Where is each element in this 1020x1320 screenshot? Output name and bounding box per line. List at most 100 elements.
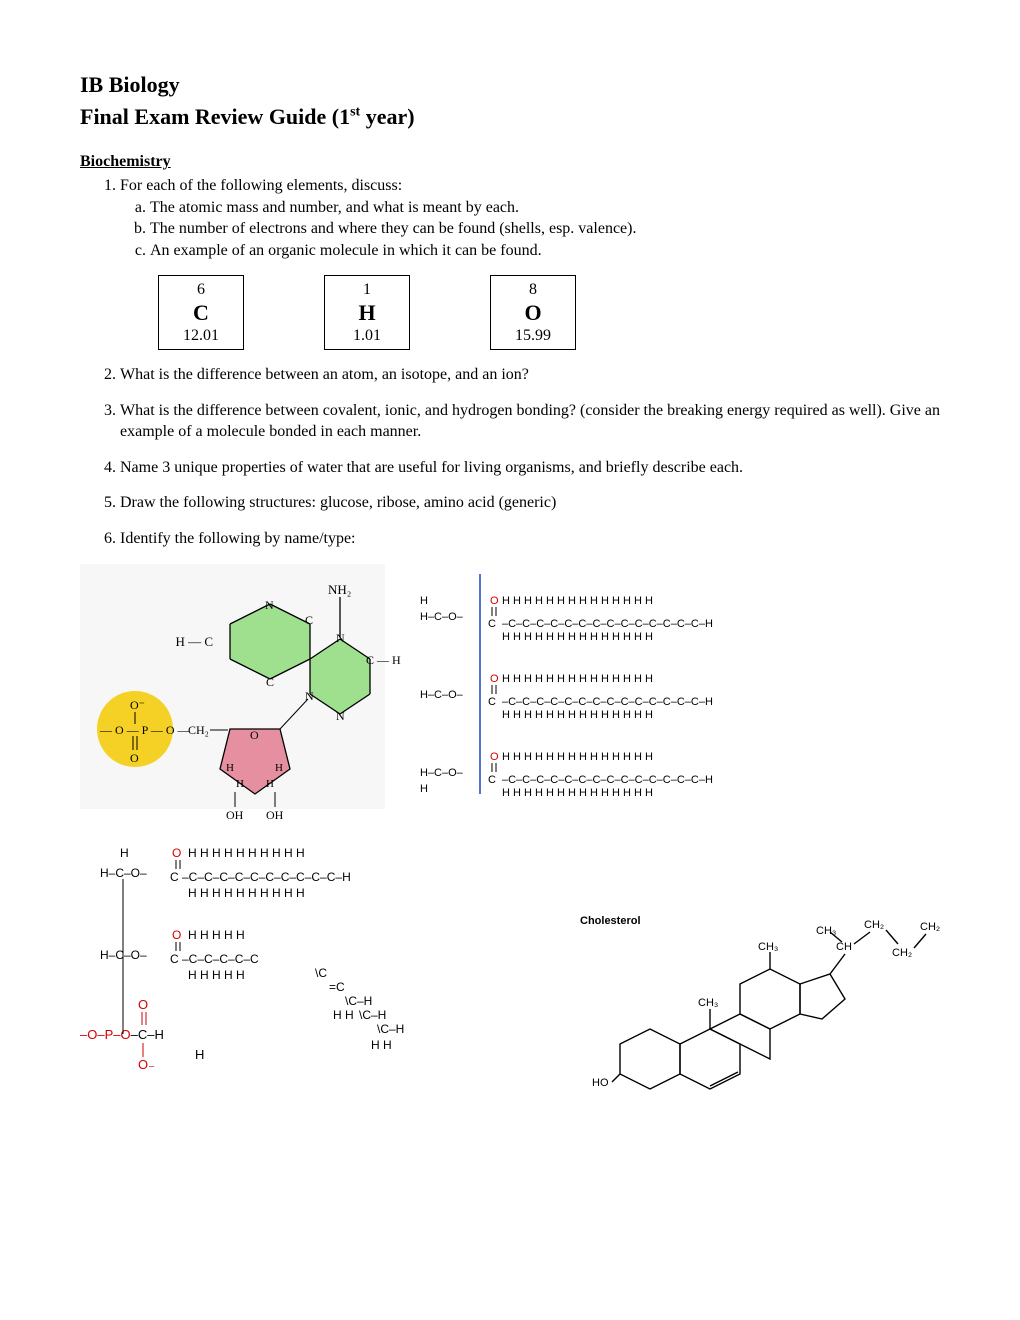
element-symbol: H [325, 300, 409, 326]
svg-text:N: N [336, 631, 345, 645]
svg-text:H H H H H H H H H H H H H H: H H H H H H H H H H H H H H [502, 787, 653, 799]
element-symbol: O [491, 300, 575, 326]
svg-text:O: O [172, 846, 181, 860]
svg-text:–C–C–C–C–C–C–C–C–C–C–C–C–C–C–H: –C–C–C–C–C–C–C–C–C–C–C–C–C–C–H [502, 618, 713, 630]
element-boxes: 6 C 12.01 1 H 1.01 8 O 15.99 [158, 275, 940, 350]
q1c: An example of an organic molecule in whi… [150, 240, 940, 262]
svg-text:H H H H H H H H H H: H H H H H H H H H H [188, 886, 305, 900]
subtitle-post: year) [360, 104, 414, 129]
svg-text:CH₂: CH₂ [864, 919, 884, 931]
svg-text:O: O [138, 997, 148, 1012]
element-box-h: 1 H 1.01 [324, 275, 410, 350]
element-symbol: C [159, 300, 243, 326]
svg-text:O₋: O₋ [138, 1057, 155, 1072]
svg-text:O: O [490, 673, 499, 685]
q1a: The atomic mass and number, and what is … [150, 197, 940, 219]
svg-text:H–C–O–: H–C–O– [420, 689, 464, 701]
svg-text:Cholesterol: Cholesterol [580, 915, 641, 927]
svg-text:CH₂: CH₂ [892, 947, 912, 959]
question-1: For each of the following elements, disc… [120, 175, 940, 350]
nucleotide-diagram: NH₂ H — C N C N C — H N C N O H H H H OH… [80, 564, 401, 822]
svg-text:H–C–O–: H–C–O– [100, 866, 147, 880]
diagram-area: NH₂ H — C N C N C — H N C N O H H H H OH… [80, 564, 940, 1124]
svg-text:H: H [420, 595, 428, 607]
molecular-diagrams: NH₂ H — C N C N C — H N C N O H H H H OH… [80, 564, 940, 1124]
svg-text:O: O [490, 595, 499, 607]
svg-text:C: C [488, 774, 496, 786]
q1-text: For each of the following elements, disc… [120, 177, 402, 194]
svg-text:H: H [420, 783, 428, 795]
svg-text:H H H H H H H H H H H H H H: H H H H H H H H H H H H H H [502, 631, 653, 643]
svg-text:NH₂: NH₂ [328, 582, 351, 597]
svg-text:O⁻: O⁻ [130, 698, 145, 712]
svg-text:CH₃: CH₃ [698, 997, 718, 1009]
svg-text:H–C–O–: H–C–O– [420, 611, 464, 623]
question-list: For each of the following elements, disc… [120, 175, 940, 550]
svg-text:OH: OH [226, 808, 244, 822]
phospholipid-diagram: H H–C–O– O C H H H H H H H H H H –C–C–C–… [80, 846, 404, 1072]
svg-text:N: N [336, 709, 345, 723]
q1b: The number of electrons and where they c… [150, 218, 940, 240]
atomic-number: 1 [325, 280, 409, 299]
svg-text:\C–H: \C–H [345, 994, 372, 1008]
svg-text:OH: OH [266, 808, 284, 822]
question-6: Identify the following by name/type: [120, 528, 940, 550]
svg-text:O: O [130, 751, 139, 765]
element-box-o: 8 O 15.99 [490, 275, 576, 350]
question-3: What is the difference between covalent,… [120, 400, 940, 443]
svg-text:H: H [266, 778, 274, 790]
svg-text:H: H [236, 778, 244, 790]
svg-text:H: H [275, 762, 283, 774]
svg-text:CH₂: CH₂ [920, 921, 940, 933]
svg-text:H H H H H H H H H H H H H H: H H H H H H H H H H H H H H [502, 595, 653, 607]
svg-text:–C–C–C–C–C–C–C–C–C–C–C–C–C–C–H: –C–C–C–C–C–C–C–C–C–C–C–C–C–C–H [502, 774, 713, 786]
svg-text:H H: H H [333, 1008, 354, 1022]
svg-text:C: C [488, 618, 496, 630]
svg-text:C — H: C — H [366, 653, 401, 667]
svg-text:CH: CH [836, 941, 852, 953]
svg-text:C: C [170, 952, 179, 966]
page-title: IB Biology [80, 70, 940, 100]
svg-text:C: C [170, 870, 179, 884]
page-subtitle: Final Exam Review Guide (1st year) [80, 102, 940, 132]
svg-text:CH₂: CH₂ [188, 723, 209, 737]
svg-text:O: O [250, 728, 259, 742]
svg-text:–C–C–C–C–C: –C–C–C–C–C [182, 952, 259, 966]
svg-text:\C: \C [315, 966, 327, 980]
svg-text:H–C–O–: H–C–O– [100, 948, 147, 962]
svg-text:C: C [266, 675, 274, 689]
section-heading: Biochemistry [80, 151, 940, 173]
q1-sublist: The atomic mass and number, and what is … [150, 197, 940, 262]
svg-text:–C–C–C–C–C–C–C–C–C–C–H: –C–C–C–C–C–C–C–C–C–C–H [182, 870, 351, 884]
svg-text:–C–C–C–C–C–C–C–C–C–C–C–C–C–C–H: –C–C–C–C–C–C–C–C–C–C–C–C–C–C–H [502, 696, 713, 708]
svg-text:H H: H H [371, 1038, 392, 1052]
svg-text:=C: =C [329, 980, 345, 994]
atomic-number: 6 [159, 280, 243, 299]
atomic-mass: 1.01 [325, 326, 409, 345]
question-2: What is the difference between an atom, … [120, 364, 940, 386]
svg-text:H: H [195, 1047, 204, 1062]
svg-text:O: O [490, 751, 499, 763]
svg-text:H: H [226, 762, 234, 774]
svg-text:H–C–O–: H–C–O– [420, 767, 464, 779]
svg-text:HO: HO [592, 1077, 609, 1089]
question-4: Name 3 unique properties of water that a… [120, 457, 940, 479]
svg-text:CH₃: CH₃ [758, 941, 778, 953]
svg-text:C: C [488, 696, 496, 708]
svg-text:H H H H H H H H H H H H H H: H H H H H H H H H H H H H H [502, 709, 653, 721]
svg-text:–O–P–O–C–H: –O–P–O–C–H [80, 1027, 164, 1042]
svg-text:H H H H H H H H H H H H H H: H H H H H H H H H H H H H H [502, 673, 653, 685]
subtitle-pre: Final Exam Review Guide (1 [80, 104, 350, 129]
svg-text:H H H H H H H H H H H H H H: H H H H H H H H H H H H H H [502, 751, 653, 763]
svg-text:N: N [265, 598, 274, 612]
cholesterol-diagram: Cholesterol CH₃ CH₃ HO CH CH₃ CH₂ CH₂ CH… [580, 915, 940, 1089]
triglyceride-diagram: H H–C–O– O C H H H H H H H H H H H H H H… [420, 574, 713, 799]
svg-text:H: H [120, 846, 129, 860]
element-box-c: 6 C 12.01 [158, 275, 244, 350]
svg-text:\C–H: \C–H [359, 1008, 386, 1022]
svg-text:H H H H H: H H H H H [188, 968, 245, 982]
subtitle-sup: st [350, 104, 360, 119]
question-5: Draw the following structures: glucose, … [120, 492, 940, 514]
svg-text:H H H H H H H H H H: H H H H H H H H H H [188, 846, 305, 860]
atomic-mass: 15.99 [491, 326, 575, 345]
